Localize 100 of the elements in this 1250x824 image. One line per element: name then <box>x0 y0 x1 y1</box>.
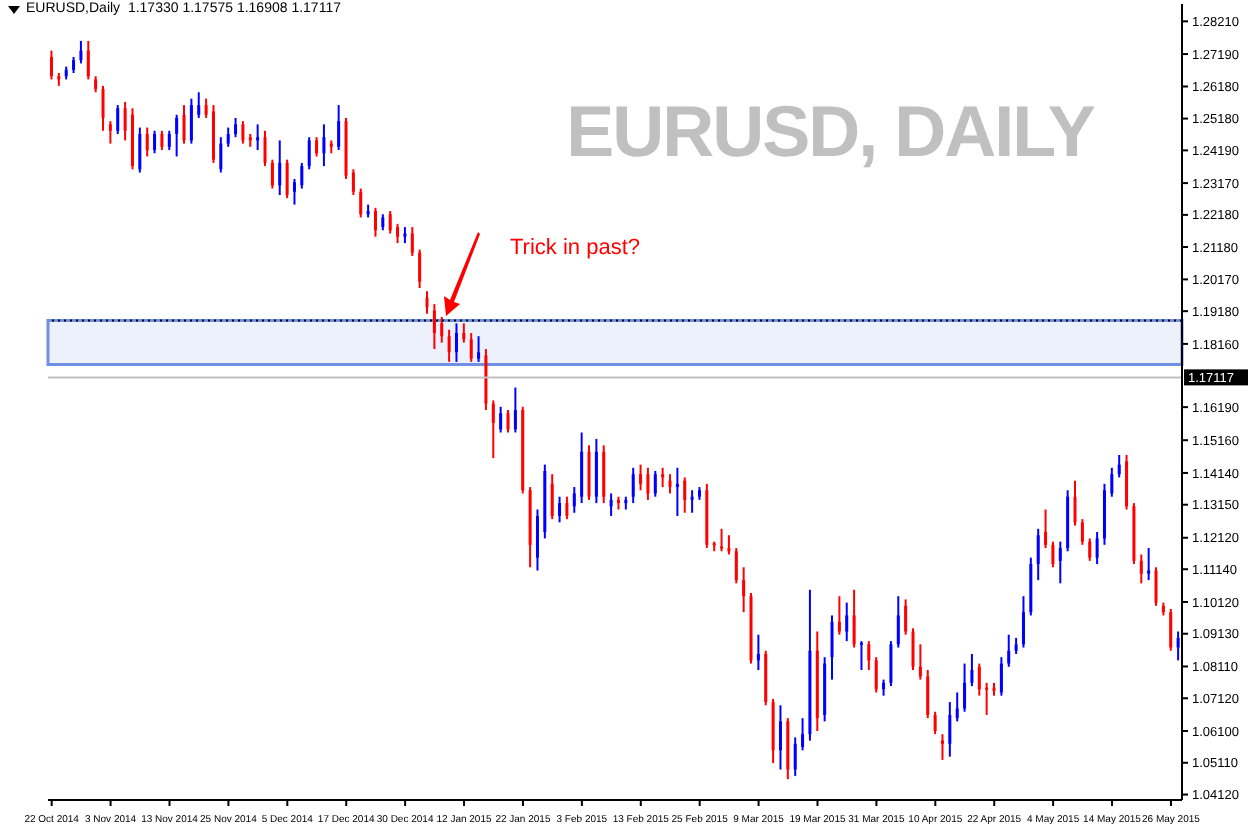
candlestick <box>241 120 245 145</box>
candlestick <box>454 322 458 363</box>
candlestick <box>565 495 569 521</box>
candlestick <box>690 489 694 514</box>
annotation: Trick in past? <box>510 236 641 260</box>
candlestick <box>720 527 724 553</box>
candlestick <box>558 495 562 524</box>
candlestick <box>609 492 613 517</box>
candlestick <box>653 470 657 498</box>
candlestick <box>970 652 974 688</box>
candlestick <box>1007 633 1011 668</box>
candlestick <box>79 39 83 65</box>
candlestick <box>513 386 517 434</box>
candlestick <box>1021 595 1025 649</box>
candlestick <box>845 601 849 643</box>
candlestick <box>742 566 746 614</box>
candlestick <box>263 129 267 168</box>
candlestick <box>197 91 201 119</box>
candlestick <box>801 717 805 752</box>
candlestick <box>292 177 296 206</box>
candlestick <box>145 126 149 158</box>
candlestick <box>234 116 238 139</box>
candlestick <box>977 662 981 697</box>
candlestick <box>955 691 959 723</box>
candlestick <box>219 136 223 174</box>
candlestick <box>388 210 392 235</box>
candlestick <box>182 104 186 145</box>
candlestick <box>639 463 643 492</box>
candlestick <box>432 303 436 351</box>
candlestick <box>351 168 355 196</box>
candlestick <box>300 161 304 190</box>
candlestick <box>226 126 230 148</box>
candlestick <box>675 466 679 517</box>
candlestick <box>447 328 451 363</box>
candlestick <box>963 662 967 713</box>
candlestick <box>918 643 922 681</box>
candlestick <box>602 444 606 505</box>
candlestick <box>911 627 915 672</box>
candlestick <box>859 640 863 672</box>
candlestick <box>683 476 687 514</box>
candlestick <box>49 49 53 81</box>
candlestick <box>1110 466 1114 498</box>
candlestick <box>668 473 672 495</box>
candlestick <box>889 640 893 688</box>
annotation: EURUSD, DAILY <box>564 90 1097 174</box>
candlestick <box>204 97 208 119</box>
candlestick <box>550 473 554 521</box>
candlestick <box>410 226 414 257</box>
candlestick <box>189 97 193 145</box>
candlestick <box>594 437 598 505</box>
candlestick <box>646 466 650 501</box>
candlestick <box>1088 537 1092 562</box>
candlestick <box>1095 530 1099 566</box>
candlestick <box>167 129 171 152</box>
candlestick <box>756 633 760 672</box>
candlestick <box>1117 453 1121 479</box>
candlestick <box>1139 553 1143 585</box>
candlestick <box>1080 518 1084 546</box>
candlestick <box>933 710 937 736</box>
candlestick <box>631 466 635 505</box>
candlestick <box>307 136 311 171</box>
candlestick <box>462 322 466 344</box>
candlestick <box>926 669 930 720</box>
candlestick <box>874 656 878 694</box>
candlestick <box>580 431 584 505</box>
candlestick <box>285 158 289 200</box>
candlestick <box>734 547 738 585</box>
candlestick <box>359 187 363 219</box>
candlestick <box>572 486 576 514</box>
candlestick <box>793 736 797 777</box>
candlestick <box>1058 540 1062 585</box>
candlestick <box>86 39 90 81</box>
candlestick <box>160 129 164 152</box>
candlestick <box>867 640 871 672</box>
candlestick <box>940 733 944 761</box>
candlestick <box>1147 547 1151 582</box>
candlestick <box>396 222 400 245</box>
candlestick <box>278 139 282 196</box>
candlestick <box>896 595 900 649</box>
candlestick <box>587 444 591 501</box>
candlestick <box>337 104 341 152</box>
candlestick <box>1073 479 1077 527</box>
candlestick <box>477 335 481 363</box>
candlestick <box>1044 508 1048 550</box>
candlestick <box>101 84 105 132</box>
candlestick <box>837 595 841 636</box>
candlestick <box>469 331 473 363</box>
candlestick <box>425 290 429 315</box>
candlestick <box>123 100 127 142</box>
candlestick <box>315 136 319 158</box>
candlestick <box>1036 527 1040 582</box>
candlestick <box>999 656 1003 697</box>
candlestick <box>256 123 260 152</box>
candlestick <box>499 405 503 434</box>
candlestick <box>506 409 510 434</box>
candlestick <box>175 113 179 158</box>
candlestick <box>1051 540 1055 569</box>
candlestick <box>270 158 274 190</box>
candlestick <box>778 704 782 771</box>
candlestick <box>108 120 112 145</box>
